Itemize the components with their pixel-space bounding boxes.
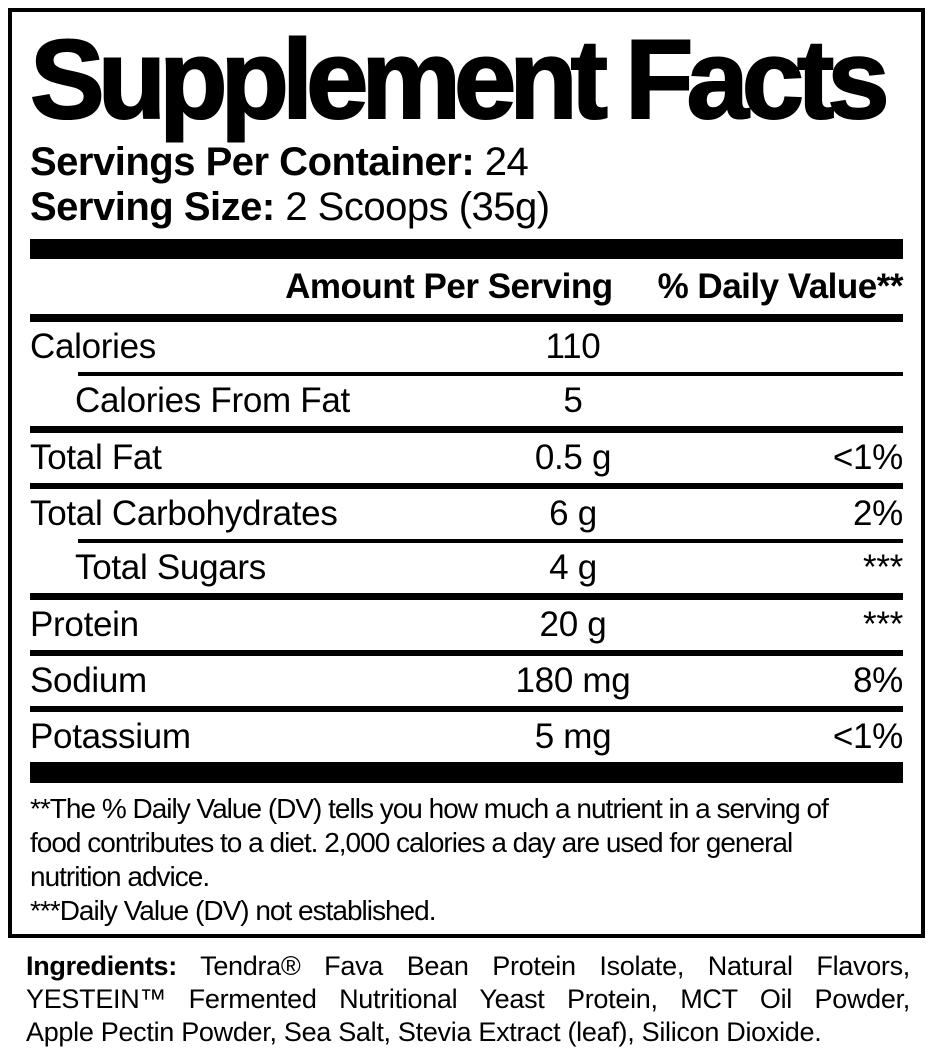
divider (30, 650, 903, 656)
column-header-amount: Amount Per Serving (285, 266, 613, 306)
nutrient-name: Calories From Fat (75, 381, 350, 420)
divider (78, 539, 903, 543)
nutrient-name: Calories (30, 327, 156, 366)
ingredients-line: Ingredients: Tendra® Fava Bean Protein I… (26, 950, 910, 983)
table-row-total-fat: Total Fat 0.5 g <1% (30, 433, 903, 483)
divider (30, 314, 903, 322)
table-row-total-carbohydrates: Total Carbohydrates 6 g 2% (30, 489, 903, 539)
nutrient-name: Total Carbohydrates (30, 494, 338, 533)
nutrient-name: Total Sugars (75, 548, 266, 587)
ingredients-text: Tendra® Fava Bean Protein Isolate, Natur… (176, 951, 910, 981)
divider (30, 593, 903, 600)
divider (30, 706, 903, 712)
table-row-calories-from-fat: Calories From Fat 5 (30, 376, 903, 426)
nutrient-amount: 180 mg (515, 661, 631, 700)
nutrient-name: Potassium (30, 717, 191, 756)
table-row-potassium: Potassium 5 mg <1% (30, 712, 903, 762)
ingredients-section: Ingredients: Tendra® Fava Bean Protein I… (26, 950, 910, 1049)
serving-size-label: Serving Size: (30, 185, 275, 229)
nutrient-daily-value: *** (863, 548, 903, 587)
divider (30, 483, 903, 489)
header-separator-bar (30, 239, 903, 259)
table-row-total-sugars: Total Sugars 4 g *** (30, 543, 903, 593)
nutrient-amount: 6 g (549, 494, 597, 533)
nutrient-name: Protein (30, 605, 139, 644)
daily-value-footnote-line: **The % Daily Value (DV) tells you how m… (30, 793, 829, 824)
nutrient-name: Sodium (30, 661, 147, 700)
nutrient-amount: 5 mg (534, 717, 612, 756)
servings-per-container: Servings Per Container: 24 (30, 140, 903, 185)
panel-title: Supplement Facts (29, 17, 891, 142)
supplement-facts-panel: Supplement Facts Servings Per Container:… (8, 8, 925, 938)
nutrient-amount: 0.5 g (534, 438, 612, 477)
nutrient-daily-value: <1% (832, 438, 903, 477)
nutrient-amount: 5 (563, 381, 583, 420)
divider (30, 426, 903, 433)
ingredients-line: Apple Pectin Powder, Sea Salt, Stevia Ex… (26, 1017, 822, 1047)
daily-value-footnote-line: food contributes to a diet. 2,000 calori… (30, 827, 793, 858)
column-header-daily-value: % Daily Value** (657, 266, 904, 306)
nutrient-daily-value: <1% (832, 717, 903, 756)
nutrient-amount: 110 (545, 327, 601, 366)
nutrient-amount: 4 g (549, 548, 597, 587)
table-header-row: Amount Per Serving % Daily Value** (30, 259, 903, 314)
servings-per-container-label: Servings Per Container: (30, 140, 475, 184)
table-row-sodium: Sodium 180 mg 8% (30, 656, 903, 706)
servings-per-container-value: 24 (474, 140, 529, 184)
serving-info: Servings Per Container: 24 Serving Size:… (30, 140, 903, 230)
table-row-protein: Protein 20 g *** (30, 600, 903, 650)
nutrient-daily-value: 8% (853, 661, 903, 700)
table-row-calories: Calories 110 (30, 322, 903, 372)
footer-separator-bar (30, 762, 903, 783)
nutrient-daily-value: 2% (853, 494, 903, 533)
ingredients-label: Ingredients: (26, 951, 177, 981)
ingredients-line: YESTEIN™ Fermented Nutritional Yeast Pro… (26, 984, 910, 1014)
nutrient-daily-value: *** (863, 605, 903, 644)
divider (78, 372, 903, 376)
daily-value-footnote-line: nutrition advice. (30, 861, 210, 892)
footnotes: **The % Daily Value (DV) tells you how m… (30, 792, 903, 930)
nutrient-amount: 20 g (539, 605, 607, 644)
not-established-footnote: ***Daily Value (DV) not established. (30, 895, 436, 926)
serving-size-value: 2 Scoops (35g) (274, 185, 550, 229)
serving-size: Serving Size: 2 Scoops (35g) (30, 185, 903, 230)
nutrient-name: Total Fat (30, 438, 162, 477)
